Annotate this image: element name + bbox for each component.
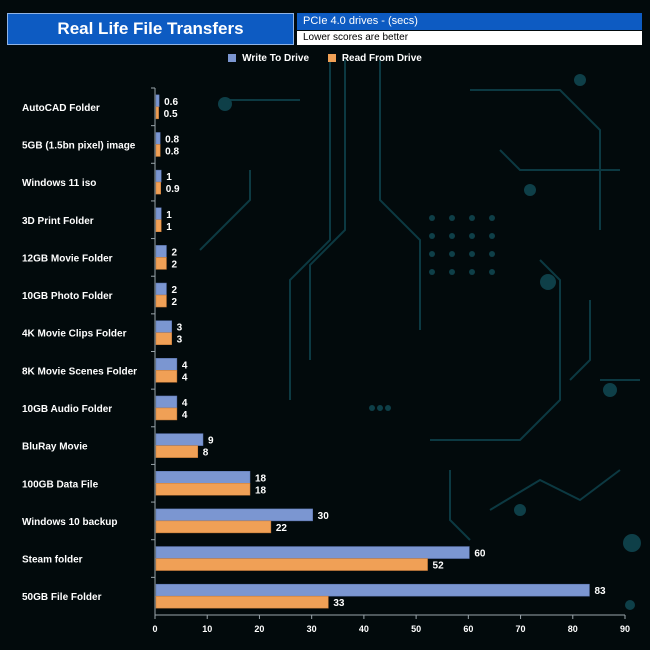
legend-swatch-read <box>327 54 336 62</box>
bar-write <box>155 132 161 145</box>
legend-item-read: Read From Drive <box>327 53 422 64</box>
value-label-write: 2 <box>171 285 177 296</box>
legend-label-write: Write To Drive <box>242 53 310 64</box>
x-tick-label: 60 <box>463 624 473 634</box>
legend: Write To Drive Read From Drive <box>0 53 650 64</box>
bar-read <box>155 445 199 458</box>
category-label: 10GB Audio Folder <box>22 404 112 415</box>
x-tick-label: 20 <box>254 624 264 634</box>
bar-write <box>155 94 160 108</box>
chart-title: Real Life File Transfers <box>7 13 294 45</box>
bar-read <box>155 144 161 157</box>
category-label: Windows 11 iso <box>22 178 96 189</box>
category-label: Steam folder <box>22 555 83 566</box>
bar-read <box>155 332 172 345</box>
bar-read <box>155 106 159 120</box>
bar-read <box>155 595 329 609</box>
bar-read <box>155 257 167 270</box>
category-label: AutoCAD Folder <box>22 103 100 114</box>
legend-swatch-write <box>228 54 237 62</box>
subtitle-box: PCIe 4.0 drives - (secs) Lower scores ar… <box>297 13 642 45</box>
bar-write <box>155 320 172 333</box>
bar-write <box>155 169 162 183</box>
bar-read <box>155 219 162 232</box>
x-tick-label: 80 <box>568 624 578 634</box>
x-tick-label: 50 <box>411 624 421 634</box>
value-label-read: 52 <box>433 561 445 572</box>
bar-write <box>155 508 313 522</box>
category-label: 5GB (1.5bn pixel) image <box>22 140 136 151</box>
x-tick-label: 30 <box>307 624 317 634</box>
x-tick-label: 40 <box>359 624 369 634</box>
value-label-write: 9 <box>208 436 214 447</box>
chart-note: Lower scores are better <box>297 31 642 45</box>
bar-read <box>155 407 178 421</box>
value-label-write: 1 <box>166 210 172 221</box>
value-label-read: 2 <box>171 297 177 308</box>
category-label: BluRay Movie <box>22 442 88 453</box>
category-label: 100GB Data File <box>22 479 99 490</box>
bar-write <box>155 245 167 258</box>
category-label: Windows 10 backup <box>22 517 117 528</box>
x-tick-label: 0 <box>152 624 157 634</box>
value-label-write: 3 <box>177 323 183 334</box>
bar-write <box>155 282 167 296</box>
value-label-read: 22 <box>276 523 288 534</box>
value-label-write: 83 <box>594 586 606 597</box>
x-tick-label: 10 <box>202 624 212 634</box>
value-label-write: 30 <box>318 511 330 522</box>
value-label-read: 2 <box>171 259 177 270</box>
legend-item-write: Write To Drive <box>228 53 309 64</box>
value-label-write: 4 <box>182 398 188 409</box>
bar-read <box>155 294 167 308</box>
value-label-write: 0.6 <box>164 97 178 108</box>
value-label-write: 1 <box>166 172 172 183</box>
category-label: 50GB File Folder <box>22 592 102 603</box>
value-label-read: 18 <box>255 485 267 496</box>
category-label: 3D Print Folder <box>22 216 94 227</box>
value-label-write: 60 <box>474 549 486 560</box>
value-label-read: 0.5 <box>164 109 178 120</box>
category-label: 12GB Movie Folder <box>22 253 113 264</box>
bar-write <box>155 207 162 220</box>
legend-label-read: Read From Drive <box>341 53 422 64</box>
value-label-read: 4 <box>182 410 188 421</box>
bar-write <box>155 471 251 484</box>
value-label-write: 4 <box>182 360 188 371</box>
value-label-read: 0.9 <box>166 184 180 195</box>
bar-read <box>155 520 272 534</box>
bar-write <box>155 433 204 446</box>
value-label-read: 33 <box>333 598 345 609</box>
category-label: 8K Movie Scenes Folder <box>22 366 137 377</box>
bar-read <box>155 181 161 195</box>
value-label-read: 4 <box>182 372 188 383</box>
bar-read <box>155 483 251 496</box>
value-label-write: 18 <box>255 473 267 484</box>
chart-subtitle: PCIe 4.0 drives - (secs) <box>297 13 642 30</box>
value-label-write: 2 <box>171 247 177 258</box>
value-label-read: 8 <box>203 448 209 459</box>
x-tick-label: 70 <box>516 624 526 634</box>
value-label-read: 1 <box>166 222 172 233</box>
value-label-read: 3 <box>177 335 183 346</box>
bar-write <box>155 358 178 371</box>
category-label: 4K Movie Clips Folder <box>22 329 127 340</box>
bar-write <box>155 583 590 597</box>
bar-read <box>155 558 428 571</box>
bar-read <box>155 370 178 383</box>
bar-write <box>155 546 470 559</box>
x-tick-label: 90 <box>620 624 630 634</box>
bar-write <box>155 395 178 409</box>
value-label-read: 0.8 <box>165 146 179 157</box>
value-label-write: 0.8 <box>165 134 179 145</box>
category-label: 10GB Photo Folder <box>22 291 113 302</box>
